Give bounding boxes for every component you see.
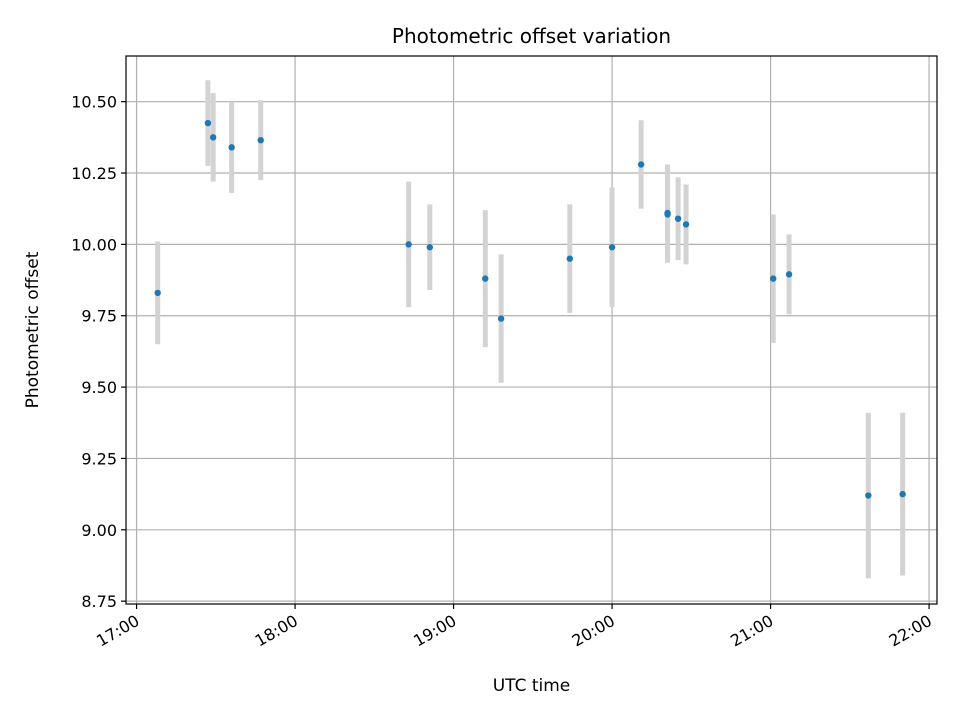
- plot-frame: [125, 55, 938, 605]
- data-point: [664, 211, 671, 218]
- data-point: [426, 244, 433, 251]
- data-point: [785, 271, 793, 278]
- data-point: [482, 275, 489, 282]
- data-points: [154, 119, 906, 499]
- y-tick-label: 9.50: [81, 378, 117, 397]
- data-point: [608, 244, 616, 251]
- data-point: [204, 119, 212, 127]
- data-point: [566, 255, 574, 262]
- data-point: [209, 134, 217, 141]
- chart-title: Photometric offset variation: [392, 24, 671, 48]
- y-tick-label: 9.25: [81, 449, 117, 468]
- data-point: [228, 144, 235, 151]
- data-point: [770, 275, 777, 282]
- y-tick-label: 10.50: [71, 93, 117, 112]
- x-axis-title: UTC time: [493, 676, 571, 696]
- data-point: [257, 136, 264, 144]
- data-point: [405, 241, 412, 248]
- y-tick-label: 10.25: [71, 164, 117, 183]
- data-point: [674, 215, 682, 222]
- data-point: [154, 289, 161, 297]
- y-axis: 8.75 9.00 9.25 9.50 9.75 10.00 10.25 10.50: [71, 93, 126, 611]
- y-tick-label: 8.75: [81, 592, 117, 611]
- y-tick-label: 9.75: [81, 307, 117, 326]
- data-point: [899, 490, 906, 498]
- data-point: [865, 492, 872, 499]
- grid: [126, 56, 937, 604]
- data-point: [637, 161, 645, 168]
- data-point: [682, 221, 690, 228]
- y-tick-label: 9.00: [81, 521, 117, 540]
- y-axis-title: Photometric offset: [23, 251, 43, 408]
- data-point: [497, 315, 505, 322]
- y-tick-label: 10.00: [71, 235, 117, 254]
